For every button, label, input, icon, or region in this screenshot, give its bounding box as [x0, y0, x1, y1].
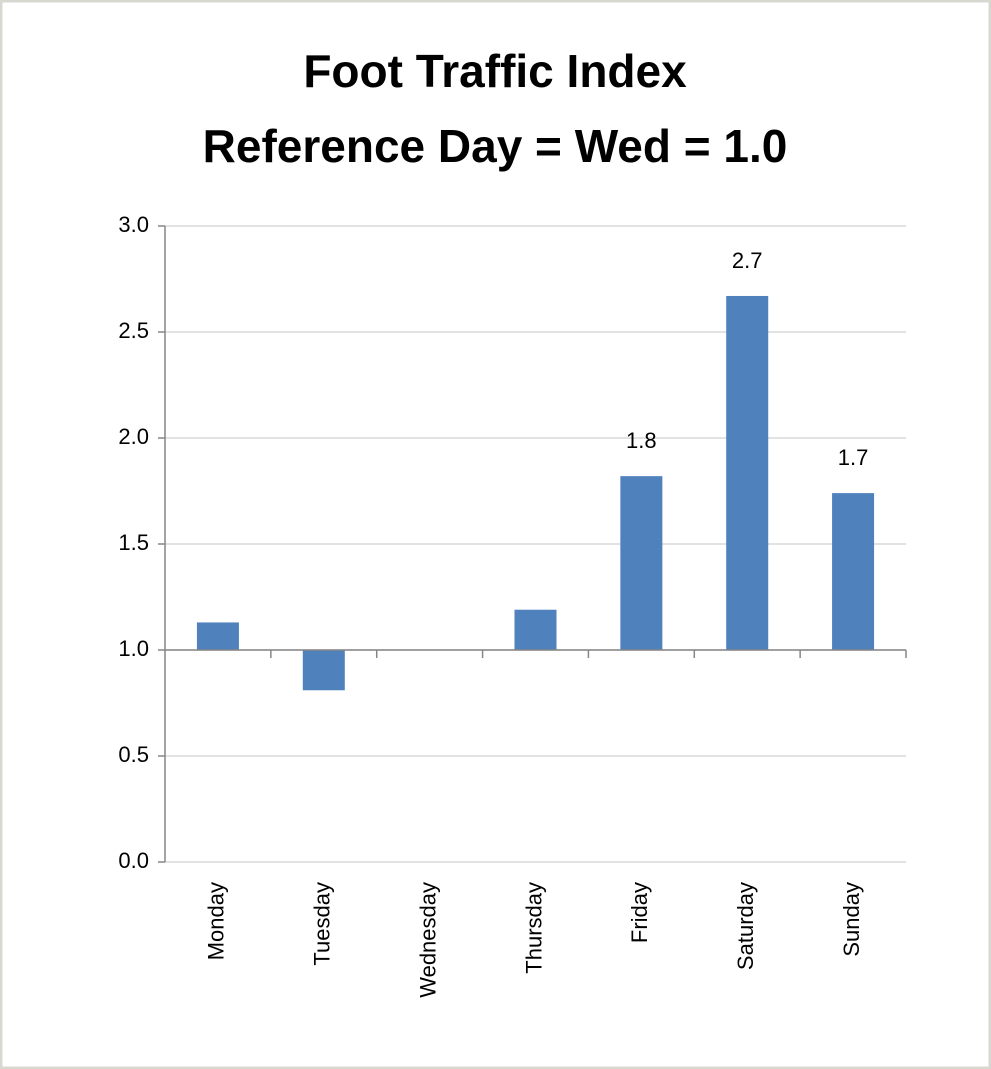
- x-tick-label: Wednesday: [415, 882, 440, 998]
- y-tick-label: 1.5: [118, 530, 149, 555]
- x-tick-label: Tuesday: [310, 882, 335, 966]
- y-tick-label: 0.5: [118, 742, 149, 767]
- y-tick-label: 2.0: [118, 424, 149, 449]
- y-tick-label: 3.0: [118, 212, 149, 237]
- bar: [196, 622, 239, 650]
- chart-title: Foot Traffic Index: [303, 45, 687, 97]
- y-tick-label: 0.0: [118, 848, 149, 873]
- chart-subtitle: Reference Day = Wed = 1.0: [203, 120, 788, 172]
- x-tick-label: Monday: [204, 882, 229, 960]
- x-tick-label: Thursday: [521, 882, 546, 974]
- y-tick-label: 2.5: [118, 318, 149, 343]
- value-label: 2.7: [732, 248, 763, 273]
- bar: [726, 295, 769, 650]
- y-tick-label: 1.0: [118, 636, 149, 661]
- bar: [514, 609, 557, 650]
- x-tick-label: Sunday: [839, 882, 864, 957]
- bar: [832, 493, 875, 650]
- bar: [302, 650, 345, 691]
- x-tick-label: Friday: [627, 882, 652, 943]
- value-label: 1.7: [838, 445, 869, 470]
- x-tick-label: Saturday: [733, 882, 758, 970]
- bar: [620, 476, 663, 650]
- value-label: 1.8: [626, 428, 657, 453]
